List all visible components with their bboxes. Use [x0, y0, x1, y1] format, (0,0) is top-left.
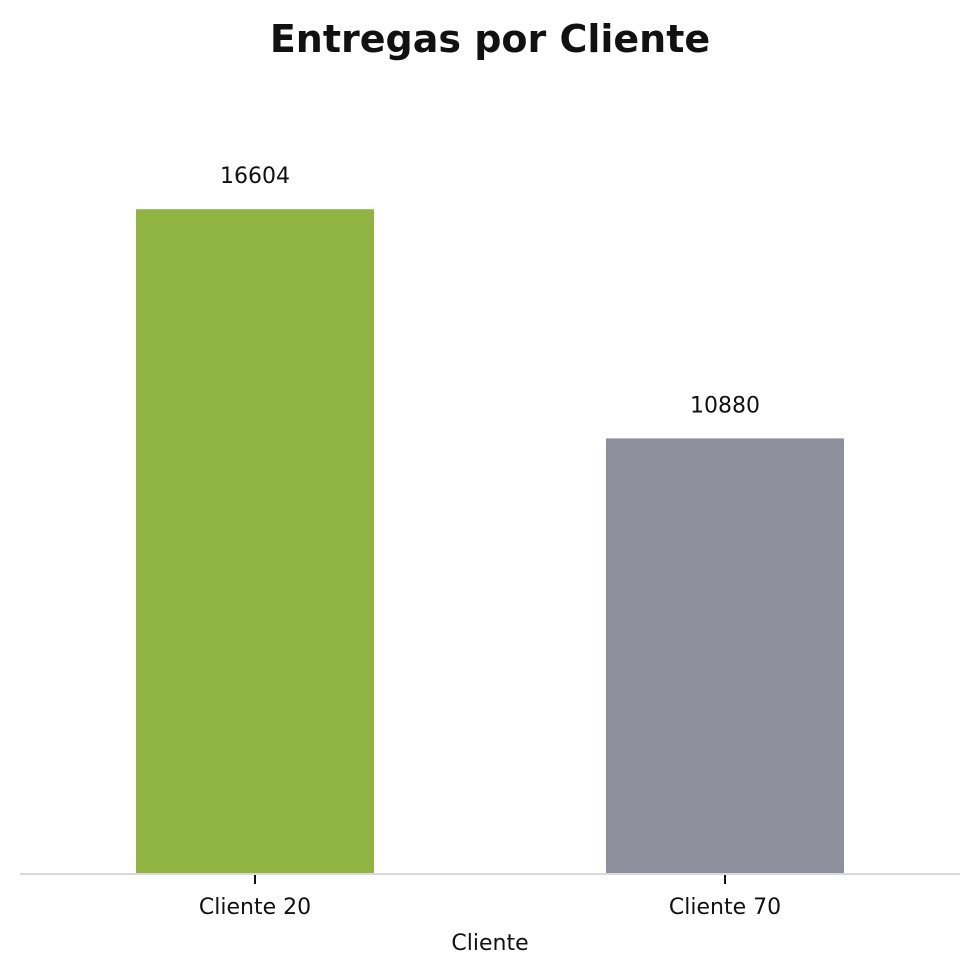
x-tick-label: Cliente 70	[669, 895, 781, 920]
data-label: 10880	[690, 393, 760, 418]
bar-cliente-20	[136, 209, 374, 874]
x-tick-label: Cliente 20	[199, 895, 311, 920]
bar-cliente-70	[606, 438, 844, 874]
plot-area: 16604 Cliente 20 10880 Cliente 70	[136, 164, 844, 920]
chart-title: Entregas por Cliente	[270, 17, 710, 61]
x-axis-label: Cliente	[451, 931, 528, 956]
data-label: 16604	[220, 164, 290, 189]
